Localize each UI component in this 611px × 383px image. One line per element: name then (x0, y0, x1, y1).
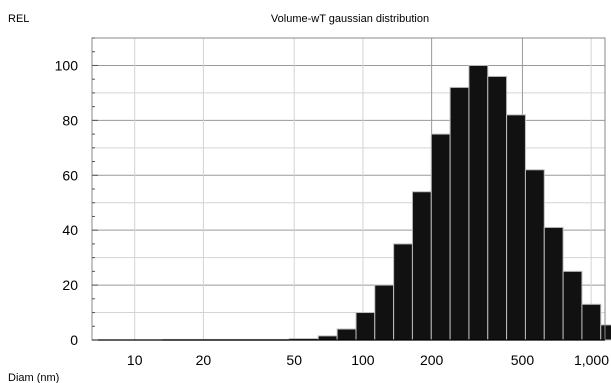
x-tick-label: 100 (351, 352, 375, 368)
y-tick-label: 80 (62, 112, 78, 128)
histogram-bar (336, 328, 357, 341)
histogram-bar (506, 114, 526, 341)
x-tick-label: 1,000 (574, 352, 609, 368)
histogram-bar (411, 191, 432, 341)
y-tick-label: 0 (70, 332, 78, 348)
x-tick-label: 200 (420, 352, 444, 368)
histogram-bar (449, 86, 470, 341)
y-tick-label: 40 (62, 222, 78, 238)
x-axis-label: Diam (nm) (8, 372, 59, 383)
chart-title: Volume-wT gaussian distribution (271, 13, 429, 25)
grid (92, 38, 605, 340)
histogram-bar (430, 133, 451, 341)
histogram-bar (393, 243, 413, 341)
y-tick-label: 100 (55, 57, 79, 73)
y-axis-label: REL (8, 13, 29, 25)
histogram-bar (524, 169, 545, 341)
x-tick-labels: 10 20 50 100 200 500 1,000 (127, 352, 609, 368)
histogram-bar (543, 226, 564, 341)
y-tick-label: 60 (62, 167, 78, 183)
histogram-bar (600, 324, 611, 341)
x-tick-label: 10 (127, 352, 143, 368)
histogram-bar (355, 312, 376, 341)
histogram-bar (487, 75, 508, 341)
histogram-bar (374, 284, 395, 341)
y-tick-labels: 0 20 40 60 80 100 (55, 57, 79, 348)
x-tick-label: 500 (511, 352, 535, 368)
histogram-bar (581, 303, 602, 341)
histogram-bar (317, 335, 338, 341)
plot-frame (91, 37, 606, 341)
x-tick-label: 50 (286, 352, 302, 368)
y-tick-label: 20 (62, 277, 78, 293)
x-tick-label: 20 (196, 352, 212, 368)
histogram-bar (562, 270, 583, 341)
histogram-bar (468, 64, 489, 341)
